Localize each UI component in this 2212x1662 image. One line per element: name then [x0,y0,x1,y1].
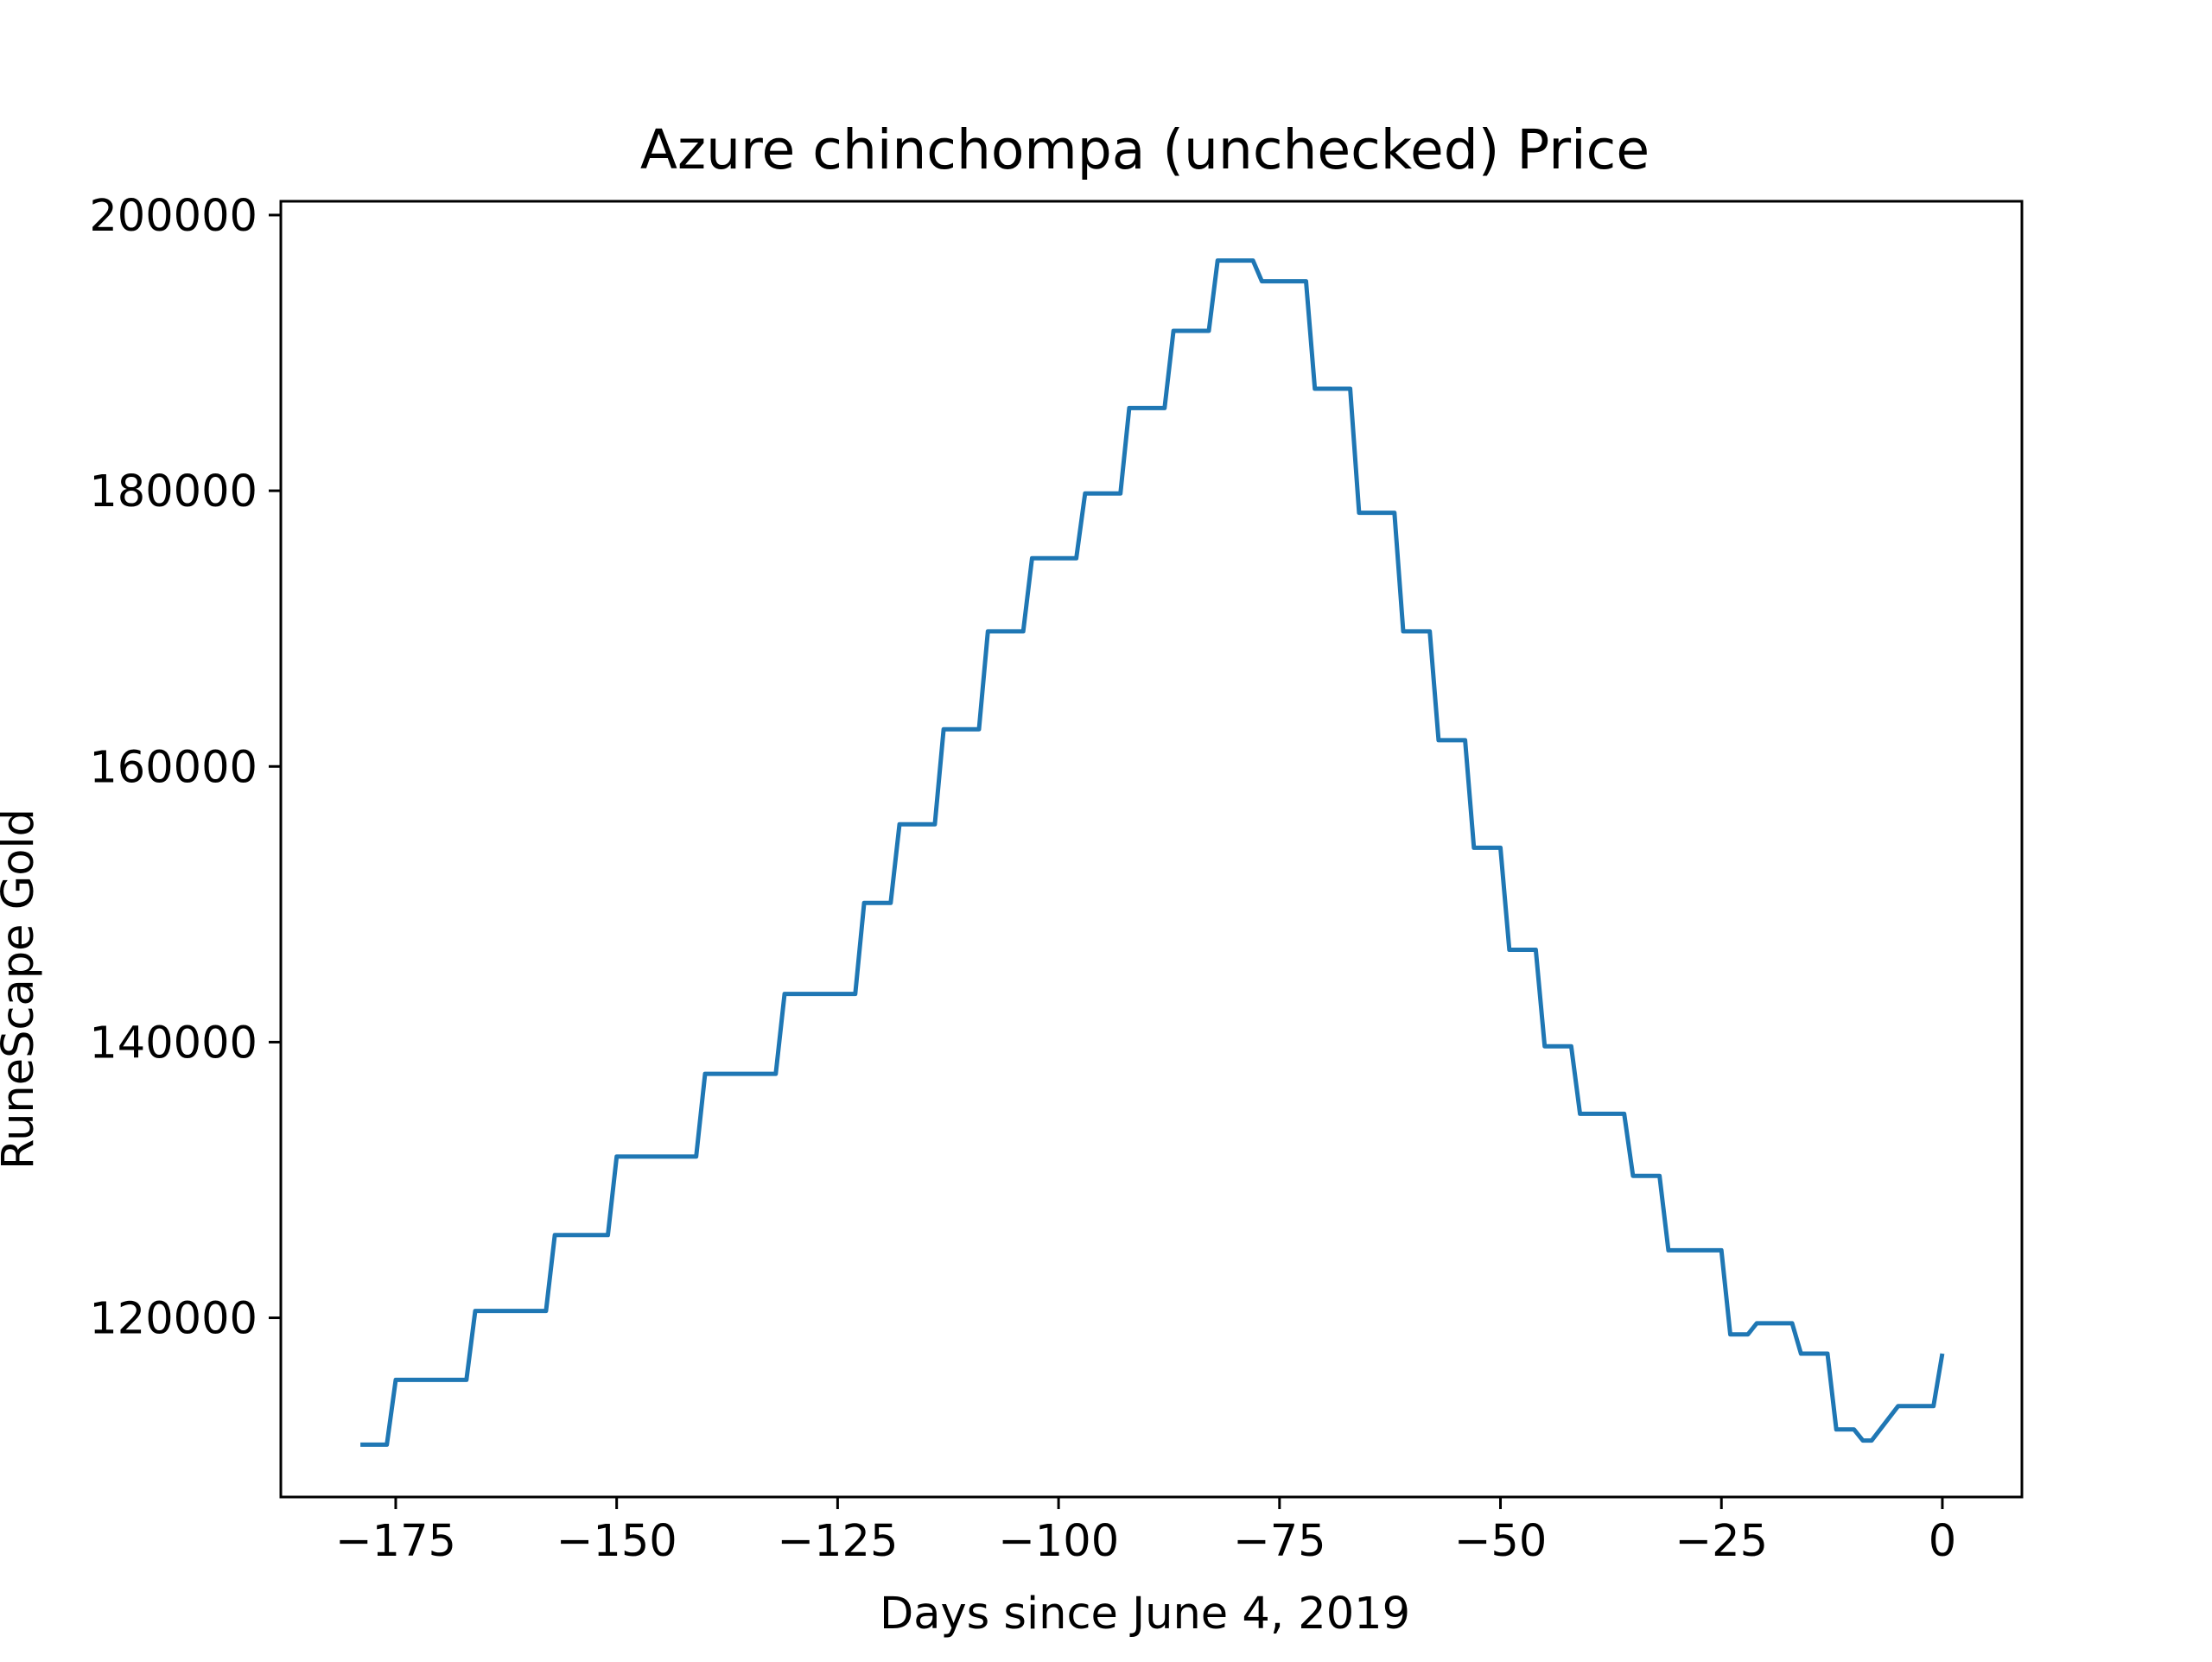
x-tick-label: −100 [998,1516,1119,1567]
x-tick-label: −175 [335,1516,456,1567]
x-axis-label: Days since June 4, 2019 [880,1589,1410,1640]
y-tick-label: 180000 [89,466,257,517]
y-tick-label: 120000 [89,1294,257,1345]
x-axis-ticks: −175 −150 −125 −100 −75 −50 −25 0 [335,1497,1956,1567]
y-tick-label: 200000 [89,191,257,242]
y-axis-label: RuneScape Gold [0,809,44,1170]
plot-area-frame [279,200,2024,1499]
x-tick-label: −25 [1675,1516,1768,1567]
chart-title: Azure chinchompa (unchecked) Price [640,118,1649,181]
price-series-line [360,258,1945,1447]
x-tick-label: 0 [1929,1516,1956,1567]
x-tick-label: −50 [1454,1516,1548,1567]
x-tick-label: −75 [1233,1516,1326,1567]
y-tick-label: 160000 [89,742,257,793]
x-tick-label: −125 [777,1516,898,1567]
y-axis-ticks: 120000 140000 160000 180000 200000 [89,191,281,1345]
y-tick-label: 140000 [89,1018,257,1069]
x-tick-label: −150 [556,1516,677,1567]
